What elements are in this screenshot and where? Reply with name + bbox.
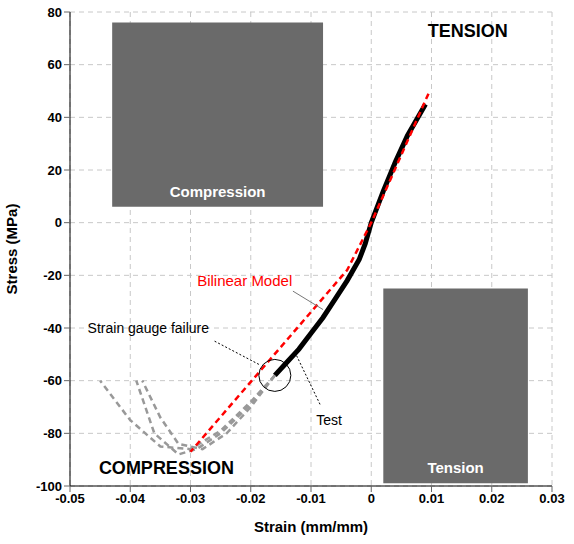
svg-text:40: 40 — [48, 110, 62, 125]
svg-text:-0.03: -0.03 — [176, 491, 206, 506]
svg-text:20: 20 — [48, 163, 62, 178]
svg-text:0: 0 — [368, 491, 375, 506]
svg-text:Strain (mm/mm): Strain (mm/mm) — [254, 518, 368, 535]
svg-text:80: 80 — [48, 5, 62, 20]
svg-text:-20: -20 — [43, 268, 62, 283]
svg-text:Bilinear Model: Bilinear Model — [197, 272, 292, 289]
svg-text:-40: -40 — [43, 321, 62, 336]
svg-text:Stress (MPa): Stress (MPa) — [3, 204, 20, 295]
svg-text:-0.05: -0.05 — [55, 491, 85, 507]
svg-text:0: 0 — [55, 215, 62, 230]
svg-text:-0.04: -0.04 — [115, 491, 145, 506]
svg-text:TENSION: TENSION — [428, 21, 508, 41]
svg-text:COMPRESSION: COMPRESSION — [99, 458, 234, 478]
svg-text:Strain gauge failure: Strain gauge failure — [88, 320, 210, 336]
svg-text:Test: Test — [316, 412, 342, 428]
svg-text:Tension: Tension — [427, 459, 483, 476]
svg-text:60: 60 — [48, 57, 62, 72]
svg-text:-60: -60 — [43, 373, 62, 388]
svg-text:0.02: 0.02 — [479, 491, 504, 506]
svg-text:Compression: Compression — [170, 183, 266, 200]
svg-text:0.03: 0.03 — [539, 491, 564, 506]
svg-text:-0.02: -0.02 — [236, 491, 266, 506]
svg-text:0.01: 0.01 — [419, 491, 444, 506]
svg-text:-0.01: -0.01 — [296, 491, 326, 506]
svg-text:-100: -100 — [36, 479, 62, 494]
svg-text:-80: -80 — [43, 426, 62, 441]
